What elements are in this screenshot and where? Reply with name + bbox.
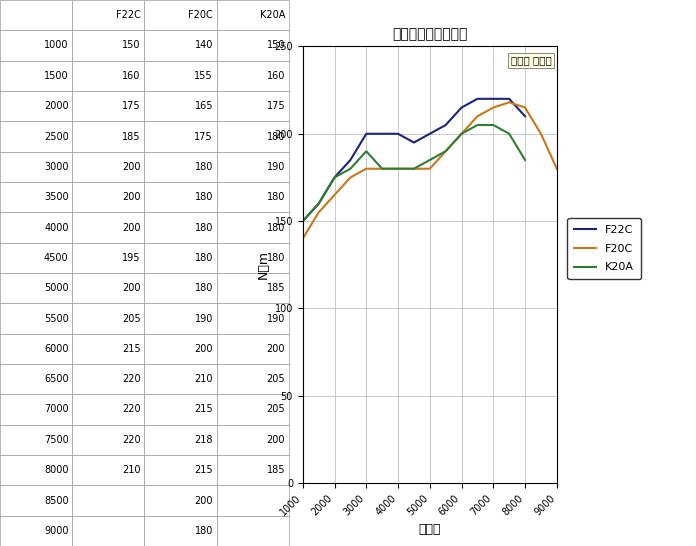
F20C <box>457 130 466 137</box>
K20A <box>362 148 370 155</box>
F22C <box>378 130 386 137</box>
Y-axis label: N・m: N・m <box>258 250 270 280</box>
F20C <box>489 104 498 111</box>
F22C <box>473 96 482 102</box>
F20C <box>537 130 545 137</box>
F20C <box>362 165 370 172</box>
F20C <box>299 235 307 242</box>
F22C <box>457 104 466 111</box>
F20C <box>473 113 482 120</box>
K20A <box>331 174 339 181</box>
K20A <box>489 122 498 128</box>
F22C <box>521 113 529 120</box>
F20C <box>410 165 418 172</box>
Line: F20C: F20C <box>303 102 557 239</box>
K20A <box>521 157 529 163</box>
K20A <box>410 165 418 172</box>
F22C <box>505 96 514 102</box>
K20A <box>378 165 386 172</box>
F22C <box>441 122 450 128</box>
F22C <box>331 174 339 181</box>
F20C <box>378 165 386 172</box>
F20C <box>553 165 561 172</box>
F22C <box>426 130 434 137</box>
K20A <box>315 200 323 207</box>
Line: F22C: F22C <box>303 99 525 221</box>
X-axis label: 回転数: 回転数 <box>418 523 441 536</box>
F20C <box>346 174 354 181</box>
F22C <box>489 96 498 102</box>
F20C <box>315 209 323 216</box>
K20A <box>394 165 402 172</box>
Title: エンジントルク曲線: エンジントルク曲線 <box>392 27 468 41</box>
F20C <box>394 165 402 172</box>
K20A <box>426 157 434 163</box>
K20A <box>505 130 514 137</box>
F22C <box>346 157 354 163</box>
F20C <box>441 148 450 155</box>
Legend: F22C, F20C, K20A: F22C, F20C, K20A <box>567 218 641 279</box>
K20A <box>473 122 482 128</box>
Text: グラフ エリア: グラフ エリア <box>511 55 552 65</box>
F22C <box>362 130 370 137</box>
K20A <box>457 130 466 137</box>
F20C <box>331 192 339 198</box>
K20A <box>441 148 450 155</box>
K20A <box>346 165 354 172</box>
F20C <box>505 99 514 105</box>
K20A <box>299 218 307 224</box>
Line: K20A: K20A <box>303 125 525 221</box>
F20C <box>426 165 434 172</box>
F22C <box>299 218 307 224</box>
F20C <box>521 104 529 111</box>
F22C <box>315 200 323 207</box>
F22C <box>394 130 402 137</box>
F22C <box>410 139 418 146</box>
